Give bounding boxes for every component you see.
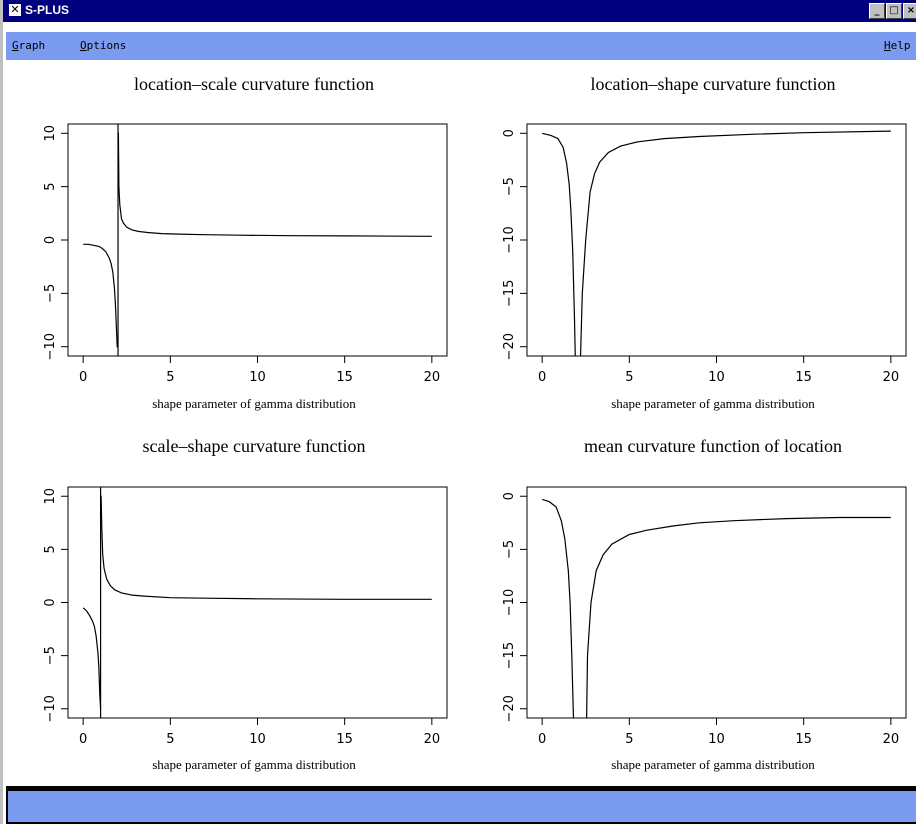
y-tick-label: −10	[502, 589, 517, 616]
menu-help[interactable]: Help	[884, 39, 911, 52]
curve-right-branch	[579, 130, 891, 356]
plot-area: location–scale curvature function shape p…	[6, 60, 916, 786]
close-button[interactable]: ×	[903, 3, 916, 19]
splus-app-icon[interactable]: ✕	[9, 3, 21, 16]
y-tick-label: 0	[502, 492, 517, 500]
menu-graph[interactable]: Graph	[12, 39, 45, 52]
menu-help-label: elp	[890, 39, 911, 52]
y-tick-label: 0	[502, 129, 517, 137]
plot-frame	[526, 123, 907, 357]
x-tick-label: 0	[538, 732, 546, 747]
y-tick-label: −10	[43, 333, 58, 360]
minimize-button[interactable]: _	[869, 3, 885, 19]
menu-options-mnemonic: O	[80, 39, 87, 52]
curve-right-branch	[100, 495, 432, 600]
y-tick-label: −10	[43, 695, 58, 722]
menu-graph-mnemonic: G	[12, 39, 19, 52]
x-tick-label: 5	[166, 732, 174, 747]
plot-title: location–scale curvature function	[134, 74, 374, 94]
x-axis-label: shape parameter of gamma distribution	[152, 396, 356, 411]
x-tick-label: 15	[336, 370, 353, 385]
y-tick-label: −15	[502, 280, 517, 307]
curve-left-branch	[542, 498, 575, 718]
x-tick-label: 5	[166, 370, 174, 385]
x-axis-label: shape parameter of gamma distribution	[611, 396, 815, 411]
x-axis-label: shape parameter of gamma distribution	[611, 757, 815, 772]
y-tick-label: −15	[502, 642, 517, 669]
y-tick-label: −5	[502, 540, 517, 559]
plot-frame	[67, 486, 448, 719]
x-tick-label: 0	[79, 732, 87, 747]
window-title: S-PLUS	[25, 3, 70, 17]
x-tick-label: 10	[708, 732, 725, 747]
y-tick-label: −5	[43, 284, 58, 303]
x-tick-label: 20	[424, 370, 441, 385]
plot-title: mean curvature function of location	[584, 436, 842, 456]
curve-right-branch	[117, 132, 432, 237]
y-tick-label: −20	[502, 695, 517, 722]
x-tick-label: 15	[795, 732, 812, 747]
y-tick-label: 0	[43, 598, 58, 606]
x-tick-label: 5	[625, 370, 633, 385]
x-tick-label: 10	[708, 370, 725, 385]
maximize-button[interactable]: □	[886, 3, 902, 19]
x-tick-label: 5	[625, 732, 633, 747]
curve-right-branch	[586, 516, 891, 718]
x-tick-label: 10	[249, 732, 266, 747]
x-axis-label: shape parameter of gamma distribution	[152, 757, 356, 772]
menu-graph-label: raph	[18, 39, 46, 52]
y-tick-label: −10	[502, 226, 517, 253]
plot-frame	[526, 486, 907, 719]
window-controls: _ □ ×	[869, 3, 916, 19]
curve-left-branch	[82, 607, 102, 709]
x-tick-label: 15	[795, 370, 812, 385]
menu-help-mnemonic: H	[884, 39, 891, 52]
plot-title: location–shape curvature function	[590, 74, 836, 94]
x-tick-label: 0	[79, 370, 87, 385]
x-tick-label: 0	[538, 370, 546, 385]
chart-svg: 0 5 10 15 20 −10 −5 0 5 10	[43, 486, 448, 747]
y-tick-label: −5	[502, 177, 517, 196]
y-tick-label: 10	[43, 125, 58, 142]
title-bar[interactable]: ✕ S-PLUS _ □ ×	[3, 0, 916, 22]
x-tick-label: 20	[883, 370, 900, 385]
plot-frame	[67, 123, 448, 357]
menu-bar: Graph Options Help	[6, 32, 916, 60]
plot-title: scale–shape curvature function	[142, 436, 366, 456]
chart-svg: 0 5 10 15 20 −20 −15 −10 −5 0	[502, 123, 907, 385]
x-tick-label: 15	[336, 732, 353, 747]
y-tick-label: 10	[43, 488, 58, 505]
x-tick-label: 10	[249, 370, 266, 385]
status-bar-field	[8, 788, 916, 821]
y-tick-label: 5	[43, 545, 58, 553]
y-tick-label: 0	[43, 236, 58, 244]
x-tick-label: 20	[424, 732, 441, 747]
status-bar	[6, 786, 916, 824]
menu-options-label: ptions	[86, 39, 127, 52]
x-tick-label: 20	[883, 732, 900, 747]
curve-left-branch	[83, 243, 118, 348]
y-tick-label: −5	[43, 646, 58, 665]
curve-left-branch	[542, 132, 576, 356]
y-tick-label: 5	[43, 182, 58, 190]
menu-options[interactable]: Options	[80, 39, 126, 52]
chart-svg: 0 5 10 15 20 −10 −5 0 5 10	[43, 123, 448, 385]
chart-svg: 0 5 10 15 20 −20 −15 −10 −5 0	[502, 486, 907, 747]
y-tick-label: −20	[502, 333, 517, 360]
